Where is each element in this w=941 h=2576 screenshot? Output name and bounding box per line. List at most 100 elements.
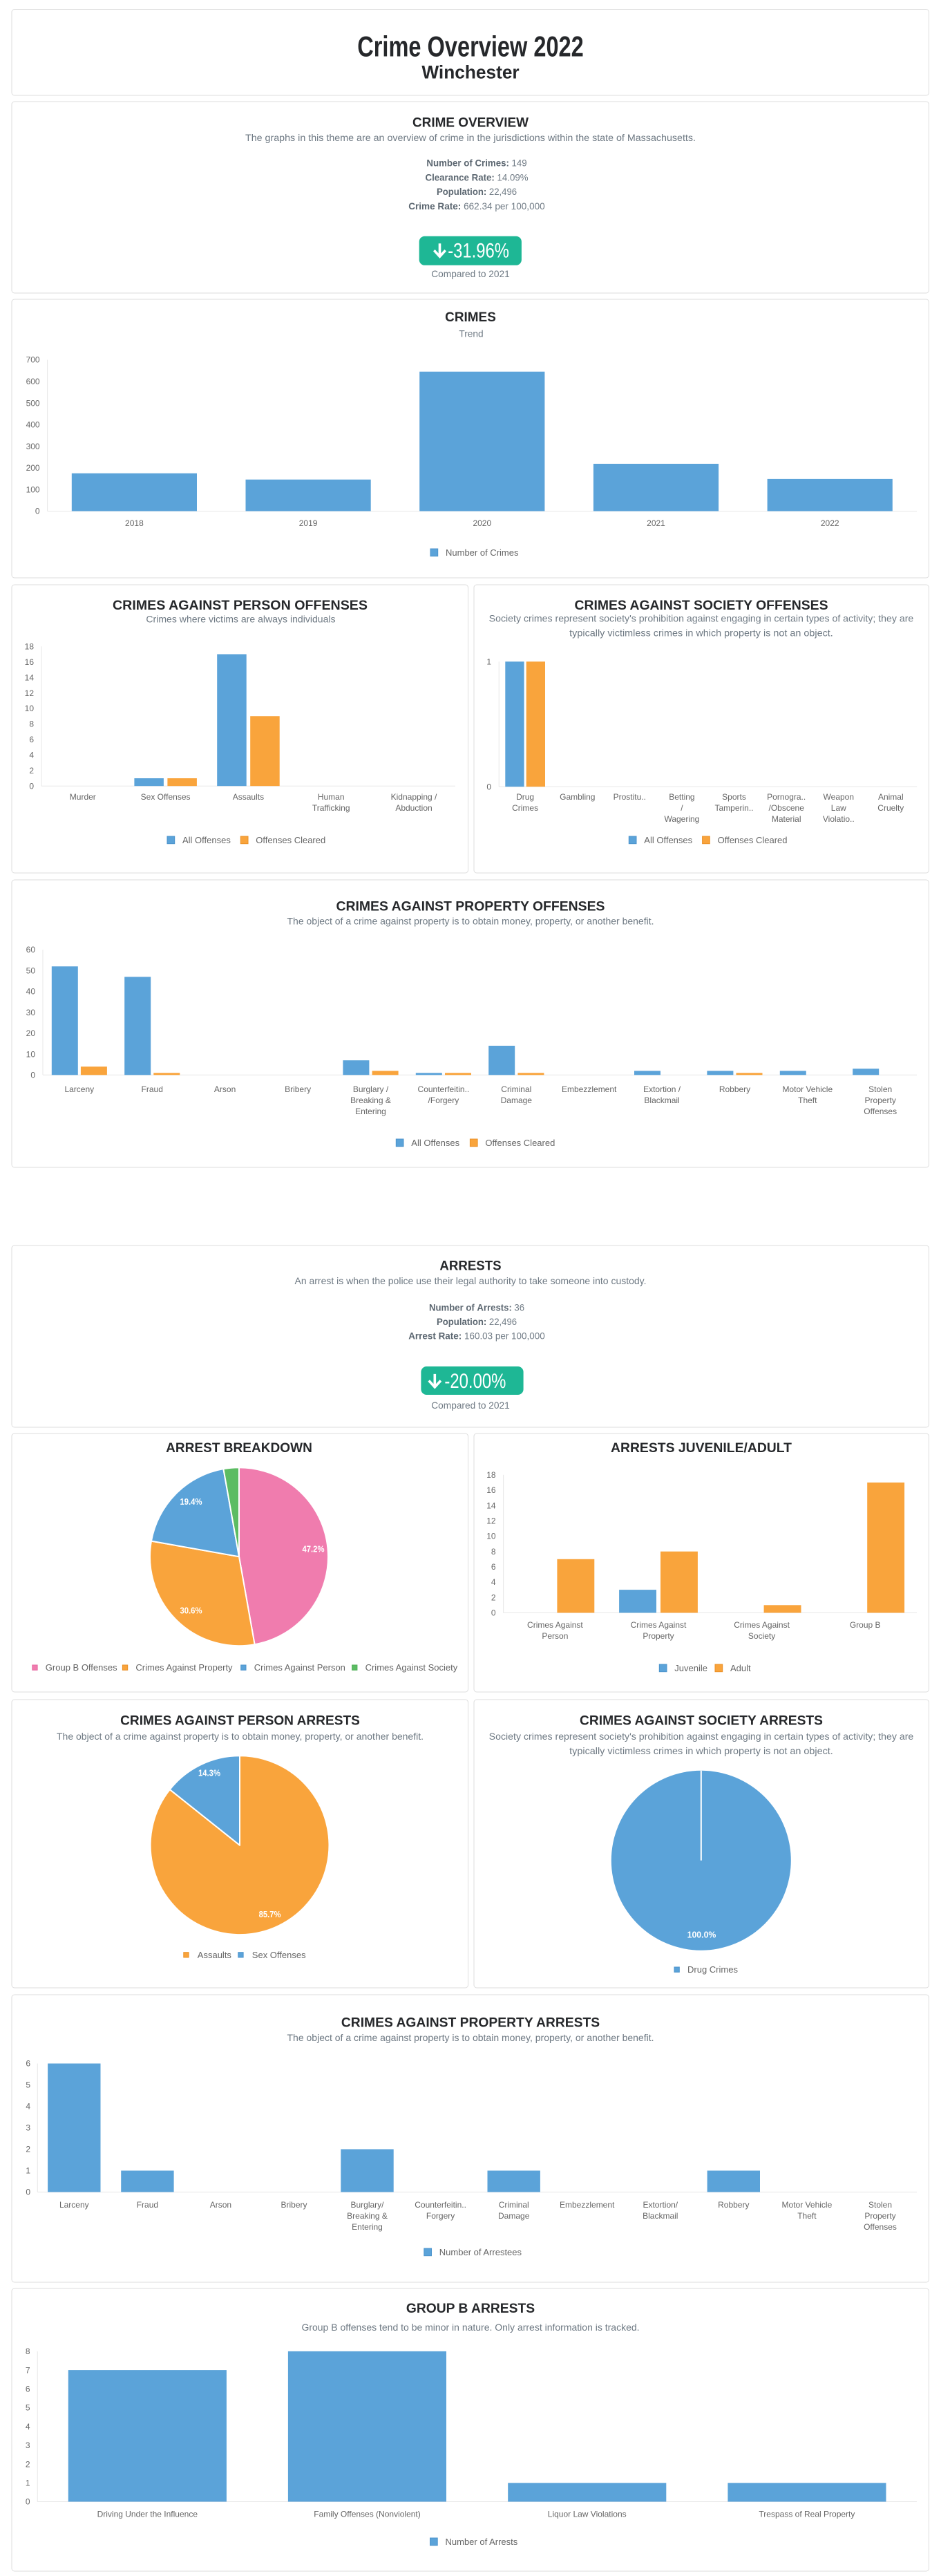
svg-text:0: 0 [30, 1071, 35, 1080]
svg-text:Offenses Cleared: Offenses Cleared [718, 835, 788, 845]
svg-text:Clearance Rate:: Clearance Rate: [426, 171, 497, 182]
svg-text:Violatio..: Violatio.. [823, 814, 855, 824]
svg-text:CRIME OVERVIEW: CRIME OVERVIEW [412, 115, 529, 130]
svg-text:Wagering: Wagering [664, 814, 699, 824]
svg-text:Drug: Drug [516, 792, 534, 802]
svg-text:700: 700 [26, 355, 40, 365]
svg-text:Damage: Damage [501, 1096, 533, 1105]
svg-text:149: 149 [512, 158, 527, 169]
svg-text:Larceny: Larceny [64, 1084, 94, 1094]
svg-text:12: 12 [486, 1516, 496, 1526]
svg-text:2018: 2018 [125, 518, 144, 528]
svg-text:Offenses Cleared: Offenses Cleared [485, 1138, 555, 1148]
svg-text:Crimes Against Society: Crimes Against Society [365, 1662, 458, 1673]
svg-text:22,496: 22,496 [489, 186, 517, 197]
svg-text:Human: Human [318, 792, 345, 802]
svg-text:All Offenses: All Offenses [644, 835, 692, 845]
svg-text:4: 4 [29, 751, 34, 760]
svg-text:CRIMES AGAINST SOCIETY OFFENSE: CRIMES AGAINST SOCIETY OFFENSES [575, 598, 828, 613]
svg-text:Number of Crimes:: Number of Crimes: [426, 158, 511, 169]
svg-text:18: 18 [486, 1470, 496, 1480]
svg-text:Property: Property [643, 1631, 674, 1641]
svg-text:Trespass of Real Property: Trespass of Real Property [759, 2510, 855, 2519]
svg-text:14.09%: 14.09% [497, 171, 529, 182]
svg-text:Criminal: Criminal [499, 2200, 529, 2210]
svg-text:Crimes Against: Crimes Against [631, 1620, 687, 1630]
svg-text:4: 4 [26, 2102, 30, 2112]
svg-text:Person: Person [542, 1631, 568, 1641]
svg-text:ARRESTS: ARRESTS [439, 1258, 501, 1273]
svg-text:2021: 2021 [647, 518, 665, 528]
svg-text:Arrest Rate:: Arrest Rate: [408, 1331, 464, 1342]
svg-text:Adult: Adult [730, 1663, 751, 1673]
svg-text:Driving Under the Influence: Driving Under the Influence [97, 2510, 198, 2519]
svg-text:Bribery: Bribery [285, 1084, 311, 1094]
svg-text:Breaking &: Breaking & [347, 2211, 388, 2221]
svg-text:50: 50 [26, 966, 36, 975]
svg-text:Crime Overview 2022: Crime Overview 2022 [357, 30, 584, 62]
svg-text:Fraud: Fraud [137, 2200, 158, 2210]
svg-text:Group B offenses tend to be mi: Group B offenses tend to be minor in nat… [301, 2322, 639, 2333]
svg-text:500: 500 [26, 398, 40, 408]
svg-text:Society crimes represent socie: Society crimes represent society's prohi… [489, 1731, 914, 1742]
svg-text:CRIMES AGAINST PERSON OFFENSES: CRIMES AGAINST PERSON OFFENSES [113, 598, 368, 613]
svg-text:18: 18 [25, 641, 35, 651]
svg-text:16: 16 [486, 1485, 496, 1495]
svg-text:/: / [681, 803, 683, 813]
svg-text:Compared to 2021: Compared to 2021 [431, 1400, 510, 1411]
svg-text:Robbery: Robbery [719, 1084, 750, 1094]
svg-text:Society crimes represent socie: Society crimes represent society's prohi… [489, 613, 914, 624]
svg-text:The object of a crime against: The object of a crime against property i… [57, 1731, 424, 1742]
svg-text:Counterfeitin..: Counterfeitin.. [418, 1084, 470, 1094]
svg-text:2019: 2019 [299, 518, 318, 528]
svg-text:Sports: Sports [722, 792, 746, 802]
svg-text:5: 5 [26, 2080, 30, 2090]
svg-text:All Offenses: All Offenses [182, 835, 231, 845]
svg-text:Prostitu..: Prostitu.. [614, 792, 646, 802]
svg-text:Motor Vehicle: Motor Vehicle [782, 2200, 833, 2210]
svg-text:Group B: Group B [850, 1620, 881, 1630]
svg-text:6: 6 [26, 2059, 30, 2069]
svg-text:CRIMES: CRIMES [445, 310, 496, 325]
svg-text:Burglary/: Burglary/ [350, 2200, 384, 2210]
svg-text:Crimes Against: Crimes Against [734, 1620, 790, 1630]
svg-text:Extortion/: Extortion/ [643, 2200, 678, 2210]
svg-text:Robbery: Robbery [718, 2200, 749, 2210]
svg-text:10: 10 [26, 1049, 36, 1059]
svg-text:22,496: 22,496 [489, 1316, 517, 1327]
svg-text:CRIMES AGAINST PERSON ARRESTS: CRIMES AGAINST PERSON ARRESTS [120, 1713, 360, 1729]
svg-text:20: 20 [26, 1028, 36, 1038]
svg-text:0: 0 [486, 782, 491, 791]
svg-text:Larceny: Larceny [59, 2200, 89, 2210]
svg-text:Theft: Theft [798, 1096, 817, 1105]
svg-text:Liquor Law Violations: Liquor Law Violations [548, 2510, 627, 2519]
svg-text:Forgery: Forgery [426, 2211, 455, 2221]
svg-text:Law: Law [831, 803, 846, 813]
svg-text:Number of Crimes: Number of Crimes [446, 547, 519, 558]
svg-text:Number of Arrestees: Number of Arrestees [439, 2247, 522, 2257]
svg-text:2020: 2020 [473, 518, 491, 528]
svg-text:3: 3 [26, 2123, 30, 2133]
svg-text:Cruelty: Cruelty [877, 803, 904, 813]
svg-text:Fraud: Fraud [142, 1084, 163, 1094]
svg-text:2: 2 [26, 2145, 30, 2154]
svg-text:-31.96%: -31.96% [448, 240, 509, 263]
svg-text:CRIMES AGAINST SOCIETY ARRESTS: CRIMES AGAINST SOCIETY ARRESTS [580, 1713, 823, 1729]
svg-text:8: 8 [29, 720, 34, 729]
svg-text:2: 2 [26, 2459, 30, 2469]
svg-text:Society: Society [748, 1631, 775, 1641]
svg-text:Property: Property [865, 1096, 896, 1105]
svg-text:0: 0 [26, 2497, 30, 2507]
svg-text:Offenses: Offenses [864, 1107, 897, 1116]
svg-text:The object of a crime against: The object of a crime against property i… [287, 2032, 654, 2043]
svg-text:Abduction: Abduction [395, 803, 432, 813]
svg-text:Crimes Against Person: Crimes Against Person [254, 1662, 345, 1673]
svg-text:Stolen: Stolen [868, 2200, 892, 2210]
svg-text:Population:: Population: [437, 1316, 489, 1327]
svg-text:/Obscene: /Obscene [769, 803, 805, 813]
svg-text:14: 14 [25, 673, 35, 682]
svg-text:Crimes Against Property: Crimes Against Property [135, 1662, 233, 1673]
svg-text:Criminal: Criminal [501, 1084, 531, 1094]
svg-text:0: 0 [491, 1608, 496, 1618]
svg-text:14: 14 [486, 1501, 496, 1510]
